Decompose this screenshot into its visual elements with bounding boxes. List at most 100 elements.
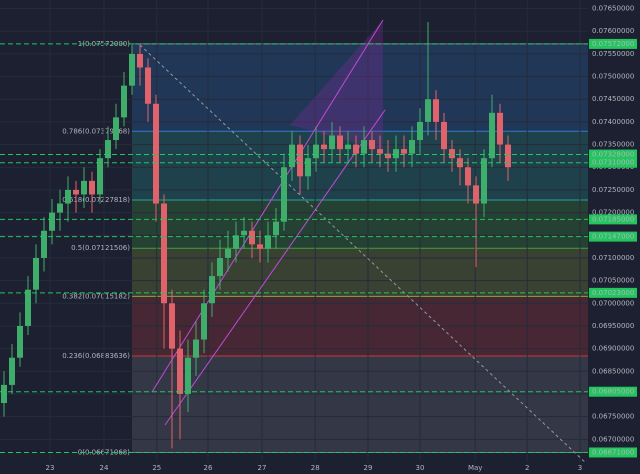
price-box xyxy=(589,231,637,242)
candle-body xyxy=(409,140,415,154)
y-tick-label: 0.07350000 xyxy=(592,141,634,149)
candle-body xyxy=(41,230,47,258)
candle-body xyxy=(289,144,295,168)
candle-body xyxy=(377,149,383,154)
price-box xyxy=(589,149,637,160)
price-label: 0.07023000 xyxy=(592,289,634,297)
price-label: 0.07572000 xyxy=(592,40,634,48)
candle-body xyxy=(297,144,303,177)
x-tick-label: 27 xyxy=(258,464,267,472)
fib-label: 0.618(0.07227818) xyxy=(62,196,130,204)
candle-body xyxy=(1,384,7,404)
price-label: 0.07147000 xyxy=(592,233,634,241)
x-tick-label: 26 xyxy=(204,464,213,472)
x-tick-label: May xyxy=(468,464,482,472)
price-box xyxy=(589,214,637,225)
y-tick-label: 0.06950000 xyxy=(592,322,634,330)
candle-body xyxy=(313,144,319,159)
y-tick-label: 0.07650000 xyxy=(592,5,634,13)
candle-body xyxy=(489,112,495,159)
x-tick-label: 23 xyxy=(46,464,55,472)
y-tick-label: 0.06700000 xyxy=(592,435,634,443)
x-tick-label: 2 xyxy=(525,464,529,472)
candle-body xyxy=(89,180,95,195)
price-label: 0.07328000 xyxy=(592,151,634,159)
candle-body xyxy=(193,339,199,358)
y-tick-label: 0.07000000 xyxy=(592,299,634,307)
candle-body xyxy=(497,112,503,145)
candle-body xyxy=(153,103,159,204)
channel-upper xyxy=(151,19,384,393)
candle-body xyxy=(65,189,71,204)
y-tick-label: 0.06900000 xyxy=(592,345,634,353)
y-tick-label: 0.07400000 xyxy=(592,118,634,126)
y-tick-label: 0.06750000 xyxy=(592,413,634,421)
candle-body xyxy=(249,230,255,245)
candle-body xyxy=(393,149,399,159)
candle-body xyxy=(113,117,119,141)
candle-body xyxy=(417,121,423,141)
fib-label: 0.382(0.07015182) xyxy=(62,292,130,300)
price-box xyxy=(589,386,637,397)
candle-body xyxy=(241,230,247,236)
candle-body xyxy=(441,121,447,150)
y-tick-label: 0.07500000 xyxy=(592,73,634,81)
fib-band xyxy=(132,248,588,297)
price-box xyxy=(589,287,637,298)
y-tick-label: 0.07100000 xyxy=(592,254,634,262)
candle-body xyxy=(185,357,191,394)
candle-body xyxy=(353,144,359,154)
price-label: 0.07310000 xyxy=(592,159,634,167)
candle-body xyxy=(137,53,143,68)
candle-body xyxy=(281,167,287,222)
candle-body xyxy=(385,153,391,159)
y-tick-label: 0.07450000 xyxy=(592,95,634,103)
x-tick-label: 30 xyxy=(416,464,425,472)
candle-body xyxy=(433,99,439,122)
candle-body xyxy=(217,257,223,277)
candle-body xyxy=(273,221,279,236)
candle-body xyxy=(305,158,311,177)
y-tick-label: 0.06850000 xyxy=(592,367,634,375)
fib-band xyxy=(132,199,588,249)
candle-body xyxy=(121,85,127,118)
candle-body xyxy=(481,158,487,204)
candle-body xyxy=(425,99,431,122)
candle-body xyxy=(169,303,175,349)
candle-body xyxy=(145,67,151,104)
candle-body xyxy=(401,149,407,154)
y-tick-label: 0.07200000 xyxy=(592,209,634,217)
price-label: 0.07185000 xyxy=(592,215,634,223)
price-box xyxy=(589,157,637,168)
candle-body xyxy=(473,185,479,204)
candle-body xyxy=(17,325,23,358)
x-tick-label: 28 xyxy=(311,464,320,472)
candle-body xyxy=(177,348,183,394)
x-tick-label: 25 xyxy=(152,464,161,472)
fib-band xyxy=(132,356,588,453)
y-tick-label: 0.07050000 xyxy=(592,277,634,285)
x-tick-label: 29 xyxy=(364,464,373,472)
candle-body xyxy=(449,149,455,159)
y-tick-label: 0.07600000 xyxy=(592,27,634,35)
y-tick-label: 0.07250000 xyxy=(592,186,634,194)
candle-body xyxy=(329,135,335,150)
candle-body xyxy=(465,167,471,186)
trend-line xyxy=(139,44,589,466)
candle-body xyxy=(161,203,167,304)
candle-body xyxy=(337,135,343,150)
candle-body xyxy=(257,244,263,249)
candle-body xyxy=(105,140,111,159)
candle-body xyxy=(505,144,511,168)
candle-body xyxy=(233,235,239,249)
candle-body xyxy=(225,248,231,258)
candle-body xyxy=(57,203,63,213)
candle-body xyxy=(209,276,215,304)
candle-body xyxy=(25,289,31,326)
price-label: 0.06671000 xyxy=(592,448,634,456)
candle-body xyxy=(361,140,367,154)
price-box xyxy=(589,447,637,458)
candle-body xyxy=(97,158,103,195)
